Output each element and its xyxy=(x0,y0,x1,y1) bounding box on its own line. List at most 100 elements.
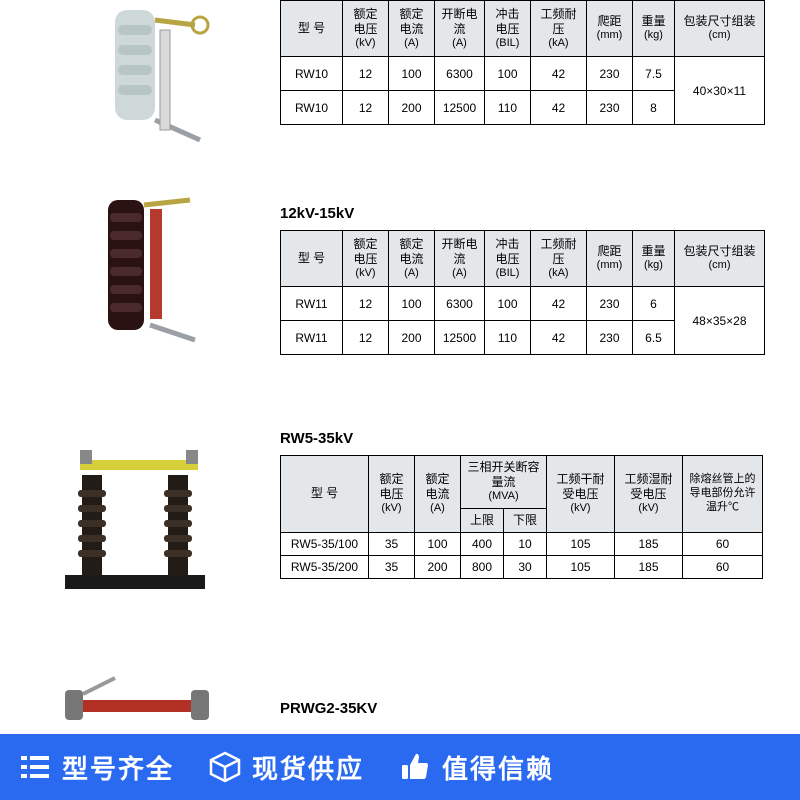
th-weight: 重量 (kg) xyxy=(633,1,675,57)
section-rw11: 12kV-15kV 型 号 额定电压 (kV) 额定电流 (A) xyxy=(280,205,765,355)
box-icon xyxy=(208,750,242,784)
table-row: RW10 12 100 6300 100 42 230 7.5 40×30×11 xyxy=(281,57,765,91)
table-row: RW5-35/100 35 100 400 10 105 185 60 xyxy=(281,532,763,555)
cell: 230 xyxy=(587,91,633,125)
section-rw5: RW5-35kV 型 号 额定电压 (kV) 额定电流 (A) xyxy=(280,430,763,579)
th-ratedI: 额定电流 (A) xyxy=(415,456,461,533)
th-breakI: 开断电流 (A) xyxy=(435,1,485,57)
cell-pack-merged: 40×30×11 xyxy=(675,57,765,125)
cell: 230 xyxy=(587,287,633,321)
cell: 7.5 xyxy=(633,57,675,91)
th-mva: 三相开关断容量流 (MVA) xyxy=(461,456,547,509)
cell: RW10 xyxy=(281,91,343,125)
th-mva-dn: 下限 xyxy=(504,508,547,532)
cell: 42 xyxy=(531,321,587,355)
cell: 12 xyxy=(343,57,389,91)
section-title: RW5-35kV xyxy=(280,430,763,447)
banner-item-1: 型号齐全 xyxy=(18,749,174,786)
cell: RW10 xyxy=(281,57,343,91)
cell: 200 xyxy=(389,321,435,355)
cell: 185 xyxy=(615,532,683,555)
cell: 12 xyxy=(343,321,389,355)
cell: 12 xyxy=(343,287,389,321)
table-rw5: 型 号 额定电压 (kV) 额定电流 (A) 三相开关断容量流 (MVA) xyxy=(280,455,763,579)
cell: 12 xyxy=(343,91,389,125)
list-icon xyxy=(18,750,52,784)
cell: 12500 xyxy=(435,91,485,125)
th-breakI: 开断电流 (A) xyxy=(435,231,485,287)
cell: 110 xyxy=(485,91,531,125)
banner-item-3: 值得信赖 xyxy=(398,749,554,786)
cell: 105 xyxy=(547,532,615,555)
cell: 42 xyxy=(531,57,587,91)
table-row: RW5-35/200 35 200 800 30 105 185 60 xyxy=(281,555,763,578)
cell: 800 xyxy=(461,555,504,578)
cell: 6300 xyxy=(435,57,485,91)
th-model: 型 号 xyxy=(281,231,343,287)
th-pfWith: 工频耐压 (kA) xyxy=(531,231,587,287)
cell: 42 xyxy=(531,287,587,321)
cell: 8 xyxy=(633,91,675,125)
th-weight: 重量 (kg) xyxy=(633,231,675,287)
cell: 42 xyxy=(531,91,587,125)
cell: 60 xyxy=(683,555,763,578)
product-image-rw10 xyxy=(30,0,230,160)
cell: 12500 xyxy=(435,321,485,355)
th-ratedV: 额定电压 (kV) xyxy=(369,456,415,533)
table-row: RW11 12 100 6300 100 42 230 6 48×35×28 xyxy=(281,287,765,321)
section-rw10: 型 号 额定电压 (kV) 额定电流 (A) 开断电流 (A) xyxy=(280,0,765,125)
th-wetV: 工频湿耐受电压 (kV) xyxy=(615,456,683,533)
cell: 200 xyxy=(389,91,435,125)
cell: RW5-35/200 xyxy=(281,555,369,578)
th-model: 型 号 xyxy=(281,1,343,57)
product-image-rw11 xyxy=(30,185,230,355)
section-title: 12kV-15kV xyxy=(280,205,765,222)
table-rw11: 型 号 额定电压 (kV) 额定电流 (A) 开断电流 (A) xyxy=(280,230,765,355)
cell: 6300 xyxy=(435,287,485,321)
th-mva-up: 上限 xyxy=(461,508,504,532)
cell: 100 xyxy=(389,57,435,91)
cell: 6 xyxy=(633,287,675,321)
th-model: 型 号 xyxy=(281,456,369,533)
cell: 100 xyxy=(389,287,435,321)
banner-text: 值得信赖 xyxy=(442,749,554,786)
cell: 110 xyxy=(485,321,531,355)
th-bil: 冲击电压 (BIL) xyxy=(485,231,531,287)
product-image-rw5 xyxy=(40,420,230,610)
page-root: 型 号 额定电压 (kV) 额定电流 (A) 开断电流 (A) xyxy=(0,0,800,800)
th-pack: 包装尺寸组装 (cm) xyxy=(675,231,765,287)
cell: RW11 xyxy=(281,287,343,321)
cell: 60 xyxy=(683,532,763,555)
th-dryV: 工频干耐受电压 (kV) xyxy=(547,456,615,533)
cell: 100 xyxy=(415,532,461,555)
cell: 100 xyxy=(485,287,531,321)
cell: 105 xyxy=(547,555,615,578)
th-ratedI: 额定电流 (A) xyxy=(389,1,435,57)
cell: 200 xyxy=(415,555,461,578)
banner-text: 现货供应 xyxy=(252,749,364,786)
cell: RW5-35/100 xyxy=(281,532,369,555)
th-ratedV: 额定电压 (kV) xyxy=(343,231,389,287)
cell: RW11 xyxy=(281,321,343,355)
th-pack: 包装尺寸组装 (cm) xyxy=(675,1,765,57)
cell: 230 xyxy=(587,321,633,355)
th-bil: 冲击电压 (BIL) xyxy=(485,1,531,57)
section-prwg2: PRWG2-35KV xyxy=(280,700,377,725)
cell: 400 xyxy=(461,532,504,555)
thumbs-up-icon xyxy=(398,750,432,784)
th-tempRise: 除熔丝管上的导电部份允许温升℃ xyxy=(683,456,763,533)
th-creep: 爬距 (mm) xyxy=(587,231,633,287)
banner-item-2: 现货供应 xyxy=(208,749,364,786)
cell: 10 xyxy=(504,532,547,555)
bottom-banner: 型号齐全 现货供应 值得信赖 xyxy=(0,734,800,800)
cell: 30 xyxy=(504,555,547,578)
th-pfWith: 工频耐压 (kA) xyxy=(531,1,587,57)
th-ratedI: 额定电流 (A) xyxy=(389,231,435,287)
cell: 35 xyxy=(369,532,415,555)
th-creep: 爬距 (mm) xyxy=(587,1,633,57)
th-ratedV: 额定电压 (kV) xyxy=(343,1,389,57)
table-rw10: 型 号 额定电压 (kV) 额定电流 (A) 开断电流 (A) xyxy=(280,0,765,125)
cell: 185 xyxy=(615,555,683,578)
cell: 100 xyxy=(485,57,531,91)
cell-pack-merged: 48×35×28 xyxy=(675,287,765,355)
